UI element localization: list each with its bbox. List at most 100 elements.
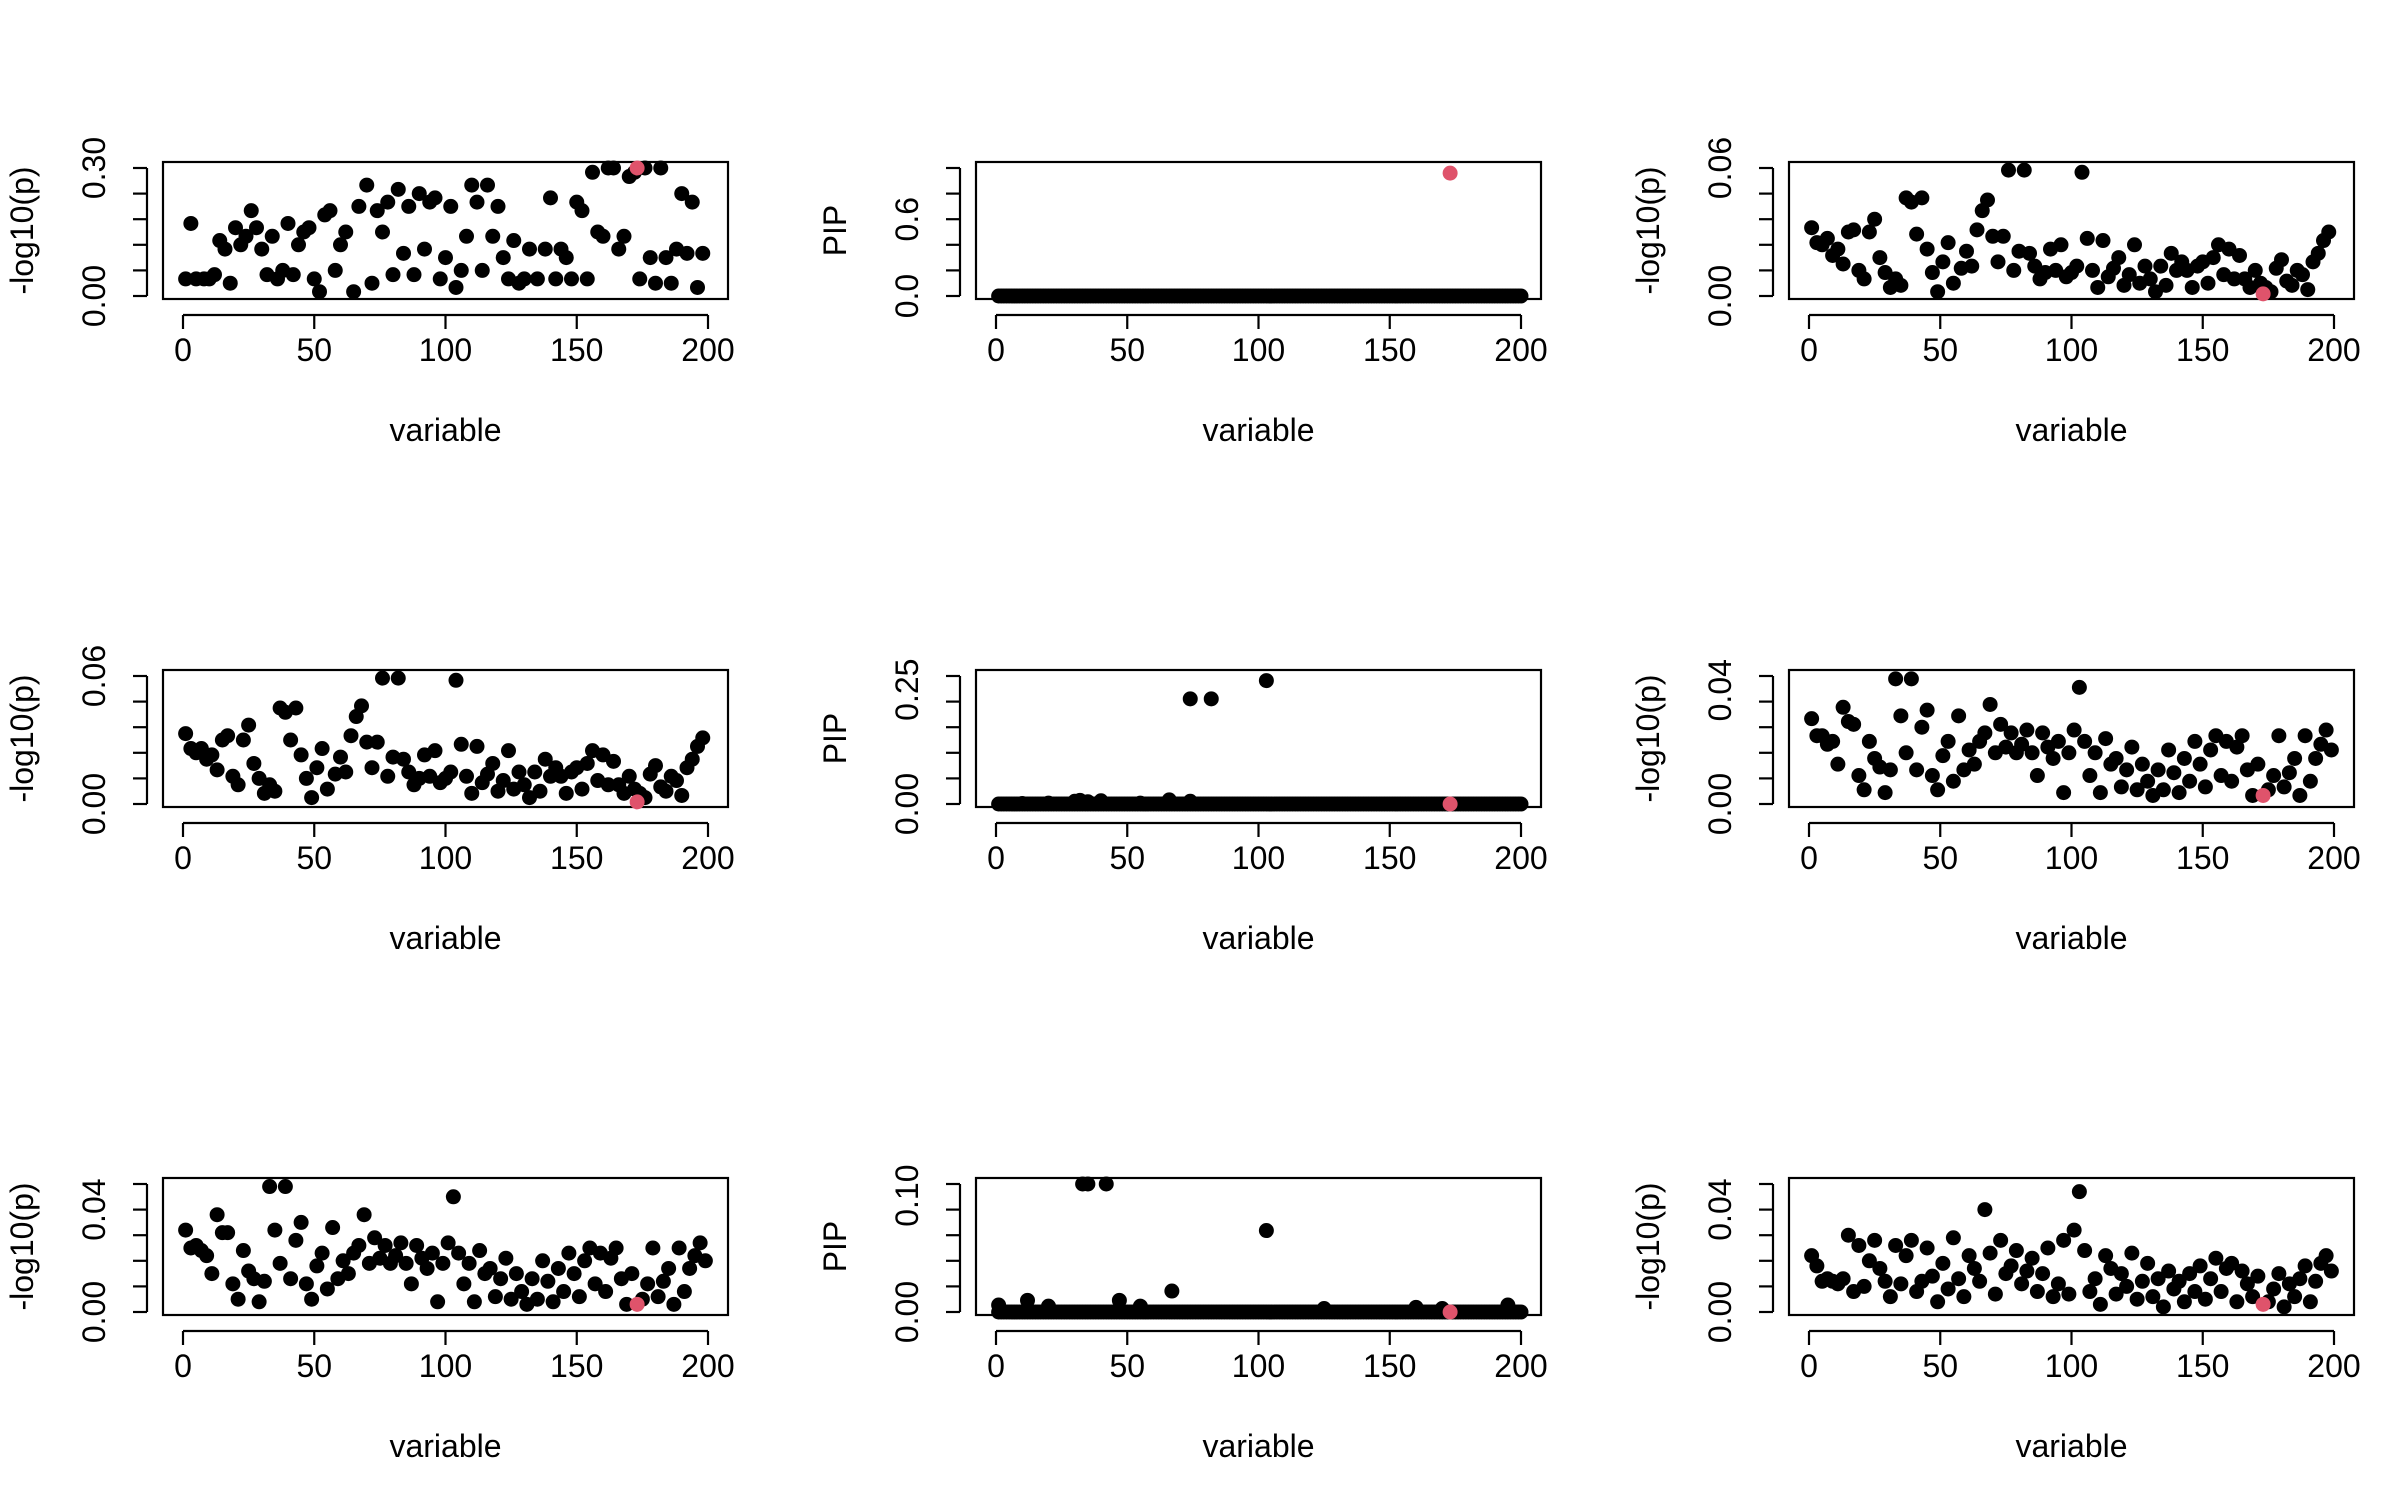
data-point	[511, 764, 527, 780]
data-point	[453, 736, 469, 752]
x-tick-label: 0	[1800, 1348, 1818, 1384]
data-point	[490, 198, 506, 214]
data-point	[448, 279, 464, 295]
data-point	[343, 728, 359, 744]
data-point	[561, 1245, 577, 1261]
data-point	[1851, 768, 1867, 784]
data-point	[264, 228, 280, 244]
x-axis-label: variable	[1202, 920, 1314, 956]
data-point	[1945, 773, 1961, 789]
data-point	[2276, 1299, 2292, 1315]
x-axis-label: variable	[389, 1428, 501, 1464]
data-point	[1867, 1232, 1883, 1248]
data-point	[430, 1294, 446, 1310]
data-point	[2295, 267, 2310, 283]
data-point	[655, 1273, 671, 1289]
highlight-point	[2255, 1296, 2271, 1312]
panel-7: 0 50 100 150 200 variable 0.00 0.04 -log10(p)	[4, 1176, 735, 1464]
data-point	[2281, 765, 2297, 781]
data-point	[1966, 1260, 1982, 1276]
data-point	[2203, 742, 2219, 758]
data-point	[1893, 1276, 1909, 1292]
data-point	[579, 271, 595, 287]
data-point	[2066, 1222, 2082, 1238]
x-tick-label: 100	[2045, 1348, 2098, 1384]
data-point	[293, 747, 309, 763]
data-point	[537, 751, 553, 767]
data-point	[1258, 673, 1274, 689]
y-tick-label: 0.06	[76, 645, 112, 707]
data-point	[375, 670, 390, 686]
data-point	[319, 1281, 335, 1297]
x-tick-label: 0	[174, 840, 192, 876]
data-point	[277, 1179, 293, 1195]
data-point	[364, 760, 380, 776]
x-tick-label: 0	[174, 332, 192, 368]
data-point	[1877, 785, 1893, 801]
data-point	[2297, 728, 2313, 744]
data-point	[338, 764, 354, 780]
data-point	[2302, 1294, 2318, 1310]
data-point	[2232, 247, 2247, 263]
data-point	[1888, 1237, 1904, 1253]
data-point	[2308, 750, 2324, 766]
data-point	[640, 1276, 656, 1292]
data-point	[243, 203, 259, 219]
data-point	[535, 1253, 551, 1269]
data-point	[280, 215, 296, 231]
y-tick-label: 0.30	[76, 137, 112, 199]
data-point	[1840, 1227, 1856, 1243]
data-point	[574, 203, 590, 219]
data-point	[419, 1260, 435, 1276]
data-point	[2056, 785, 2072, 801]
panel-1: 0 50 100 150 200 variable 0.00 0.30 -log10(p)	[4, 137, 735, 448]
data-point	[396, 245, 411, 261]
data-point	[309, 1258, 325, 1274]
data-point	[2182, 773, 2198, 789]
data-point	[1846, 222, 1862, 238]
data-point	[1851, 1237, 1867, 1253]
data-point	[1935, 1255, 1951, 1271]
data-point	[1930, 284, 1946, 300]
data-point	[2079, 230, 2095, 246]
data-point	[1898, 745, 1914, 761]
data-point	[2145, 1289, 2161, 1305]
data-point	[1835, 699, 1851, 715]
y-axis-label: -log10(p)	[1630, 166, 1666, 294]
data-point	[298, 1276, 314, 1292]
y-tick-label: 0.06	[1702, 137, 1738, 199]
x-tick-label: 150	[550, 840, 603, 876]
data-point	[619, 1296, 635, 1312]
data-point	[503, 1291, 519, 1307]
data-point	[501, 743, 516, 759]
data-point	[1893, 708, 1909, 724]
data-point	[427, 743, 443, 759]
data-point	[556, 1284, 572, 1300]
data-point	[514, 1284, 530, 1300]
data-points	[178, 1179, 713, 1312]
plot-frame	[974, 160, 1543, 301]
data-point	[469, 738, 485, 754]
data-point	[246, 755, 262, 771]
data-point	[230, 777, 246, 793]
data-point	[312, 284, 327, 300]
data-point	[474, 262, 490, 278]
data-point	[537, 241, 553, 257]
data-point	[2108, 750, 2124, 766]
data-point	[2124, 1245, 2140, 1261]
data-point	[1987, 1286, 2003, 1302]
data-point	[2297, 1258, 2313, 1274]
data-point	[2245, 787, 2261, 803]
data-point	[2022, 245, 2037, 261]
highlight-point	[1442, 165, 1458, 181]
x-axis-label: variable	[2015, 412, 2127, 448]
data-point	[220, 728, 236, 744]
data-point	[351, 198, 367, 214]
plot-frame	[974, 668, 1543, 809]
x-axis-label: variable	[1202, 1428, 1314, 1464]
data-point	[529, 271, 545, 287]
data-point	[2203, 1271, 2219, 1287]
data-point	[2119, 762, 2135, 778]
data-point	[1804, 711, 1820, 727]
data-point	[2271, 728, 2287, 744]
